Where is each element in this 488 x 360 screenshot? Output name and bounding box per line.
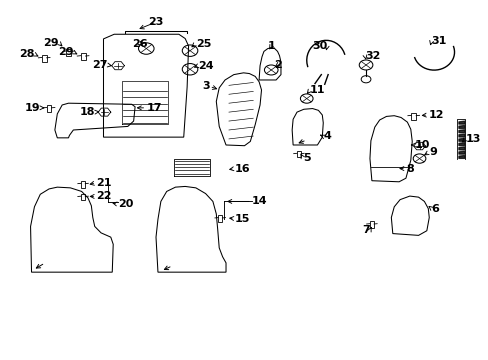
Bar	[369, 221, 373, 228]
Text: 23: 23	[148, 17, 163, 27]
Text: 29: 29	[58, 47, 73, 57]
Text: 10: 10	[414, 140, 429, 150]
Text: 17: 17	[146, 103, 162, 113]
Text: 18: 18	[79, 107, 95, 117]
Text: 22: 22	[96, 192, 111, 202]
Text: 1: 1	[267, 41, 275, 51]
Text: 30: 30	[311, 41, 326, 51]
Bar	[81, 53, 85, 60]
Text: 27: 27	[92, 60, 107, 70]
Text: 25: 25	[196, 39, 211, 49]
Bar	[81, 181, 85, 188]
Text: 28: 28	[19, 49, 34, 59]
Bar	[41, 55, 46, 62]
Text: 26: 26	[132, 39, 147, 49]
Text: 6: 6	[431, 203, 439, 213]
Text: 20: 20	[118, 199, 133, 209]
Text: 15: 15	[234, 213, 250, 224]
Text: 29: 29	[43, 38, 59, 48]
Bar	[46, 105, 51, 112]
Bar	[296, 151, 301, 157]
Text: 7: 7	[362, 225, 369, 235]
Text: 3: 3	[202, 81, 209, 91]
Bar	[218, 215, 222, 222]
Text: 16: 16	[234, 163, 250, 174]
Text: 24: 24	[198, 61, 213, 71]
Text: 31: 31	[431, 36, 446, 46]
Text: 21: 21	[96, 178, 111, 188]
Text: 5: 5	[302, 153, 310, 163]
Text: 12: 12	[427, 110, 443, 120]
Text: 19: 19	[24, 103, 40, 113]
Text: 8: 8	[405, 163, 413, 174]
Text: 14: 14	[251, 197, 267, 206]
Bar	[410, 113, 415, 120]
Text: 4: 4	[323, 131, 330, 141]
Text: 2: 2	[273, 60, 281, 70]
Text: 9: 9	[428, 147, 436, 157]
Text: 13: 13	[465, 134, 480, 144]
Text: 32: 32	[365, 51, 380, 61]
Bar	[66, 49, 71, 56]
Text: 11: 11	[309, 85, 325, 95]
Bar	[81, 194, 85, 201]
